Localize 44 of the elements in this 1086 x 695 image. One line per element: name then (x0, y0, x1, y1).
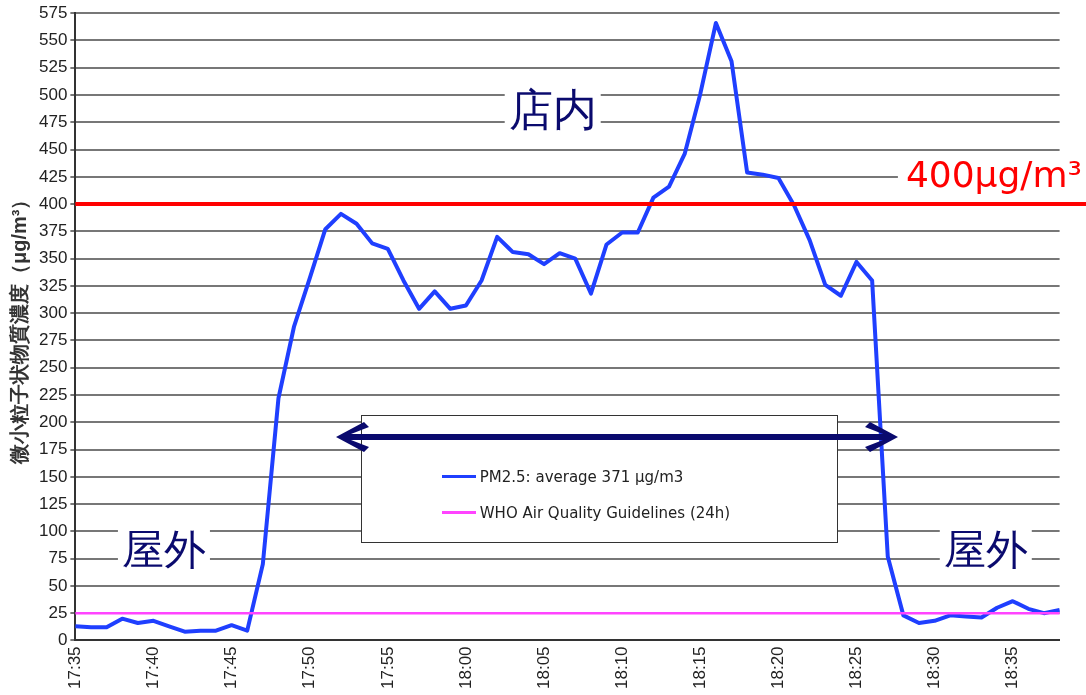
x-tick-label: 17:55 (377, 646, 397, 690)
x-tick-label: 18:05 (533, 646, 553, 690)
y-tick-label: 425 (38, 166, 68, 186)
x-tick-label: 18:10 (611, 646, 631, 690)
y-tick-label: 0 (57, 630, 68, 650)
y-tick-label: 250 (38, 357, 68, 377)
y-tick-label: 475 (38, 111, 68, 131)
x-tick-label: 18:35 (1002, 646, 1022, 690)
x-tick-label: 18:15 (689, 646, 709, 690)
y-tick-label: 400 (38, 193, 68, 213)
x-tick-label: 18:00 (455, 646, 475, 690)
y-tick-label: 200 (38, 411, 68, 431)
y-tick-label: 25 (48, 602, 68, 622)
y-tick-label: 550 (38, 30, 68, 50)
y-tick-label: 575 (38, 2, 68, 22)
x-tick-label: 18:30 (924, 646, 944, 690)
annotation: 屋外 (943, 524, 1028, 574)
y-tick-label: 350 (38, 248, 68, 268)
x-tick-label: 17:35 (65, 646, 85, 690)
x-tick-label: 18:20 (768, 646, 788, 690)
y-tick-label: 275 (38, 330, 68, 350)
legend-label: PM2.5: average 371 μg/m3 (479, 467, 684, 486)
legend-label: WHO Air Quality Guidelines (24h) (479, 503, 731, 522)
x-tick-label: 17:45 (221, 646, 241, 690)
y-tick-label: 100 (38, 521, 68, 541)
y-tick-label: 325 (38, 275, 68, 295)
y-tick-label: 300 (38, 302, 68, 322)
x-tick-label: 18:25 (846, 646, 866, 690)
x-tick-label: 17:40 (143, 646, 163, 690)
y-tick-label: 150 (38, 466, 68, 486)
ref-line-label: 400μg/m³ (905, 154, 1082, 196)
y-tick-label: 225 (38, 384, 68, 404)
y-tick-label: 525 (38, 57, 68, 77)
y-axis-title: 微小粒子状物質濃度（μg/m³） (7, 189, 31, 466)
y-tick-label: 175 (38, 439, 68, 459)
y-tick-label: 50 (48, 575, 68, 595)
annotation: 屋外 (121, 524, 206, 574)
annotation: 店内 (508, 84, 597, 135)
x-tick-label: 17:50 (299, 646, 319, 690)
y-tick-label: 450 (38, 139, 68, 159)
y-tick-label: 375 (38, 221, 68, 241)
y-tick-label: 500 (38, 84, 68, 104)
y-tick-label: 125 (38, 493, 68, 513)
y-tick-label: 75 (48, 548, 68, 568)
